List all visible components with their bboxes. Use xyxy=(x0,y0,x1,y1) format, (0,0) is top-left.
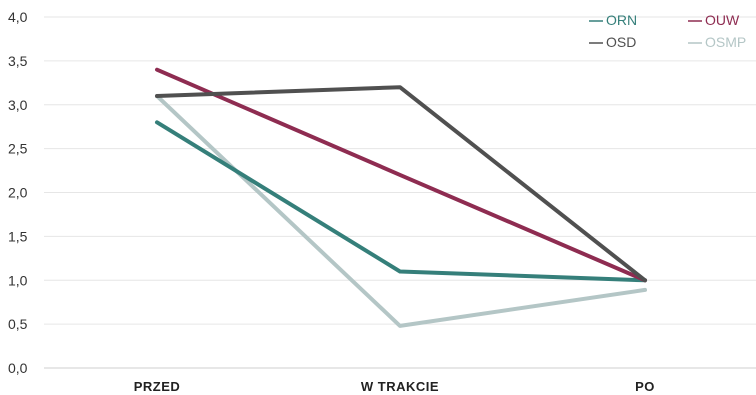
series-lines xyxy=(155,67,647,328)
y-tick-label: 1,0 xyxy=(8,272,28,288)
y-tick-label: 2,0 xyxy=(8,185,28,201)
y-tick-label: 4,0 xyxy=(8,9,28,25)
y-axis-ticks: 0,0 0,5 1,0 1,5 2,0 2,5 3,0 3,5 4,0 xyxy=(8,9,28,376)
y-tick-label: 0,0 xyxy=(8,360,28,376)
y-tick-label: 0,5 xyxy=(8,316,28,332)
y-tick-label: 3,0 xyxy=(8,97,28,113)
x-axis-ticks: PRZED W TRAKCIE PO xyxy=(134,379,655,394)
series-line-osmp xyxy=(155,94,647,328)
y-tick-label: 3,5 xyxy=(8,53,28,69)
grid-lines xyxy=(44,16,756,369)
legend: ORN OUW OSD OSMP xyxy=(589,12,746,50)
x-tick-label: PO xyxy=(635,379,655,394)
legend-label: OSD xyxy=(606,34,636,50)
x-tick-label: W TRAKCIE xyxy=(361,379,439,394)
series-line-osd xyxy=(155,85,647,283)
y-tick-label: 1,5 xyxy=(8,228,28,244)
y-tick-label: 2,5 xyxy=(8,141,28,157)
legend-label: ORN xyxy=(606,12,637,28)
legend-label: OUW xyxy=(705,12,740,28)
legend-label: OSMP xyxy=(705,34,746,50)
series-line-ouw xyxy=(155,67,647,283)
x-tick-label: PRZED xyxy=(134,379,181,394)
series-line-orn xyxy=(155,120,647,283)
